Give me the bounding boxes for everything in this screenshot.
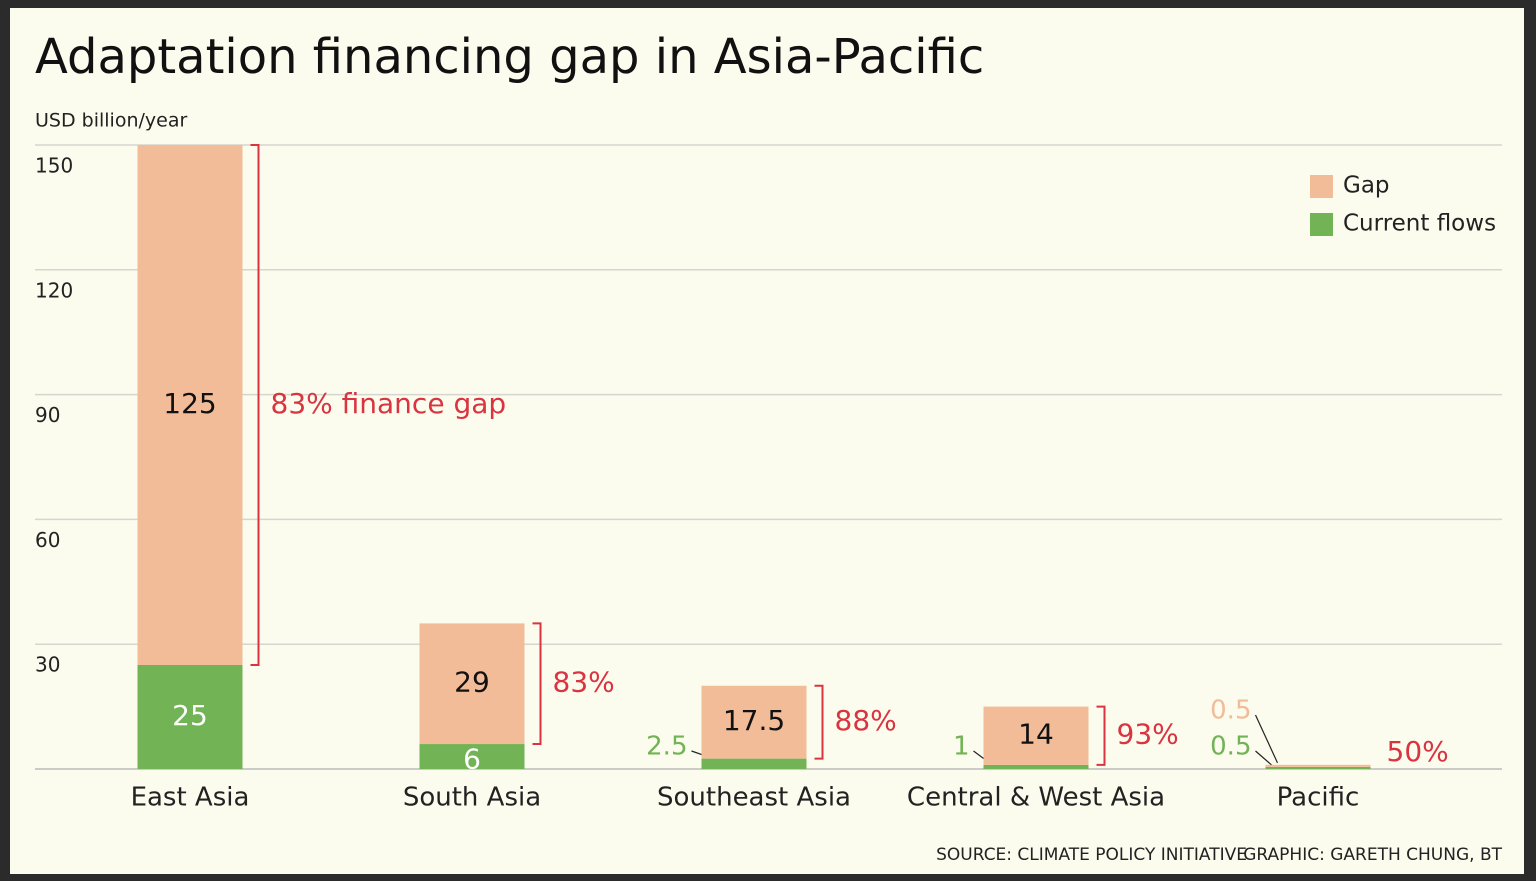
- value-label: 29: [454, 666, 490, 699]
- value-label: 1: [953, 732, 970, 762]
- y-tick-label: 90: [35, 403, 60, 427]
- x-tick-label: Southeast Asia: [657, 783, 851, 813]
- y-axis-label: USD billion/year: [35, 110, 187, 132]
- annotation: 50%: [1387, 735, 1449, 768]
- bracket: [814, 684, 824, 760]
- y-tick-label: 30: [35, 653, 60, 677]
- bar-segment: [1265, 764, 1371, 767]
- bracket: [532, 622, 542, 746]
- annotation: 93%: [1117, 718, 1179, 751]
- value-label: 0.5: [1210, 696, 1251, 726]
- value-label: 14: [1018, 718, 1054, 751]
- source: SOURCE: CLIMATE POLICY INITIATIVE: [936, 845, 1247, 865]
- value-label: 2.5: [646, 732, 687, 762]
- x-tick-label: Central & West Asia: [907, 783, 1165, 813]
- annotation: 83%: [553, 666, 615, 699]
- bracket: [1096, 705, 1106, 766]
- y-tick-label: 60: [35, 528, 60, 552]
- value-label: 6: [463, 743, 481, 776]
- bar-segment: [701, 685, 807, 759]
- bar-segment: [137, 665, 243, 769]
- label-pointer: [1255, 750, 1272, 766]
- legend-swatch: [1310, 175, 1333, 198]
- value-label: 125: [163, 387, 216, 420]
- chart-title: Adaptation financing gap in Asia-Pacific: [35, 29, 984, 85]
- x-tick-label: South Asia: [403, 783, 541, 813]
- value-label: 25: [172, 699, 208, 732]
- credit: GRAPHIC: GARETH CHUNG, BT: [1243, 845, 1502, 865]
- annotation: 83% finance gap: [271, 387, 507, 420]
- bar-segment: [419, 744, 525, 769]
- x-tick-label: East Asia: [131, 783, 250, 813]
- y-tick-label: 150: [35, 154, 73, 178]
- bracket: [250, 144, 260, 666]
- annotation: 88%: [835, 704, 897, 737]
- bar-segment: [137, 145, 243, 665]
- label-pointer: [1254, 714, 1279, 764]
- y-tick-label: 120: [35, 278, 73, 302]
- legend-swatch: [1310, 213, 1333, 236]
- bar-segment: [983, 706, 1089, 765]
- value-label: 0.5: [1210, 732, 1251, 762]
- bar-segment: [701, 758, 807, 769]
- bar-segment: [983, 764, 1089, 769]
- bar-segment: [1265, 766, 1371, 769]
- x-tick-label: Pacific: [1277, 783, 1360, 813]
- legend-label: Current flows: [1343, 211, 1496, 237]
- bar-segment: [419, 623, 525, 745]
- value-label: 17.5: [723, 704, 785, 737]
- legend-label: Gap: [1343, 173, 1390, 199]
